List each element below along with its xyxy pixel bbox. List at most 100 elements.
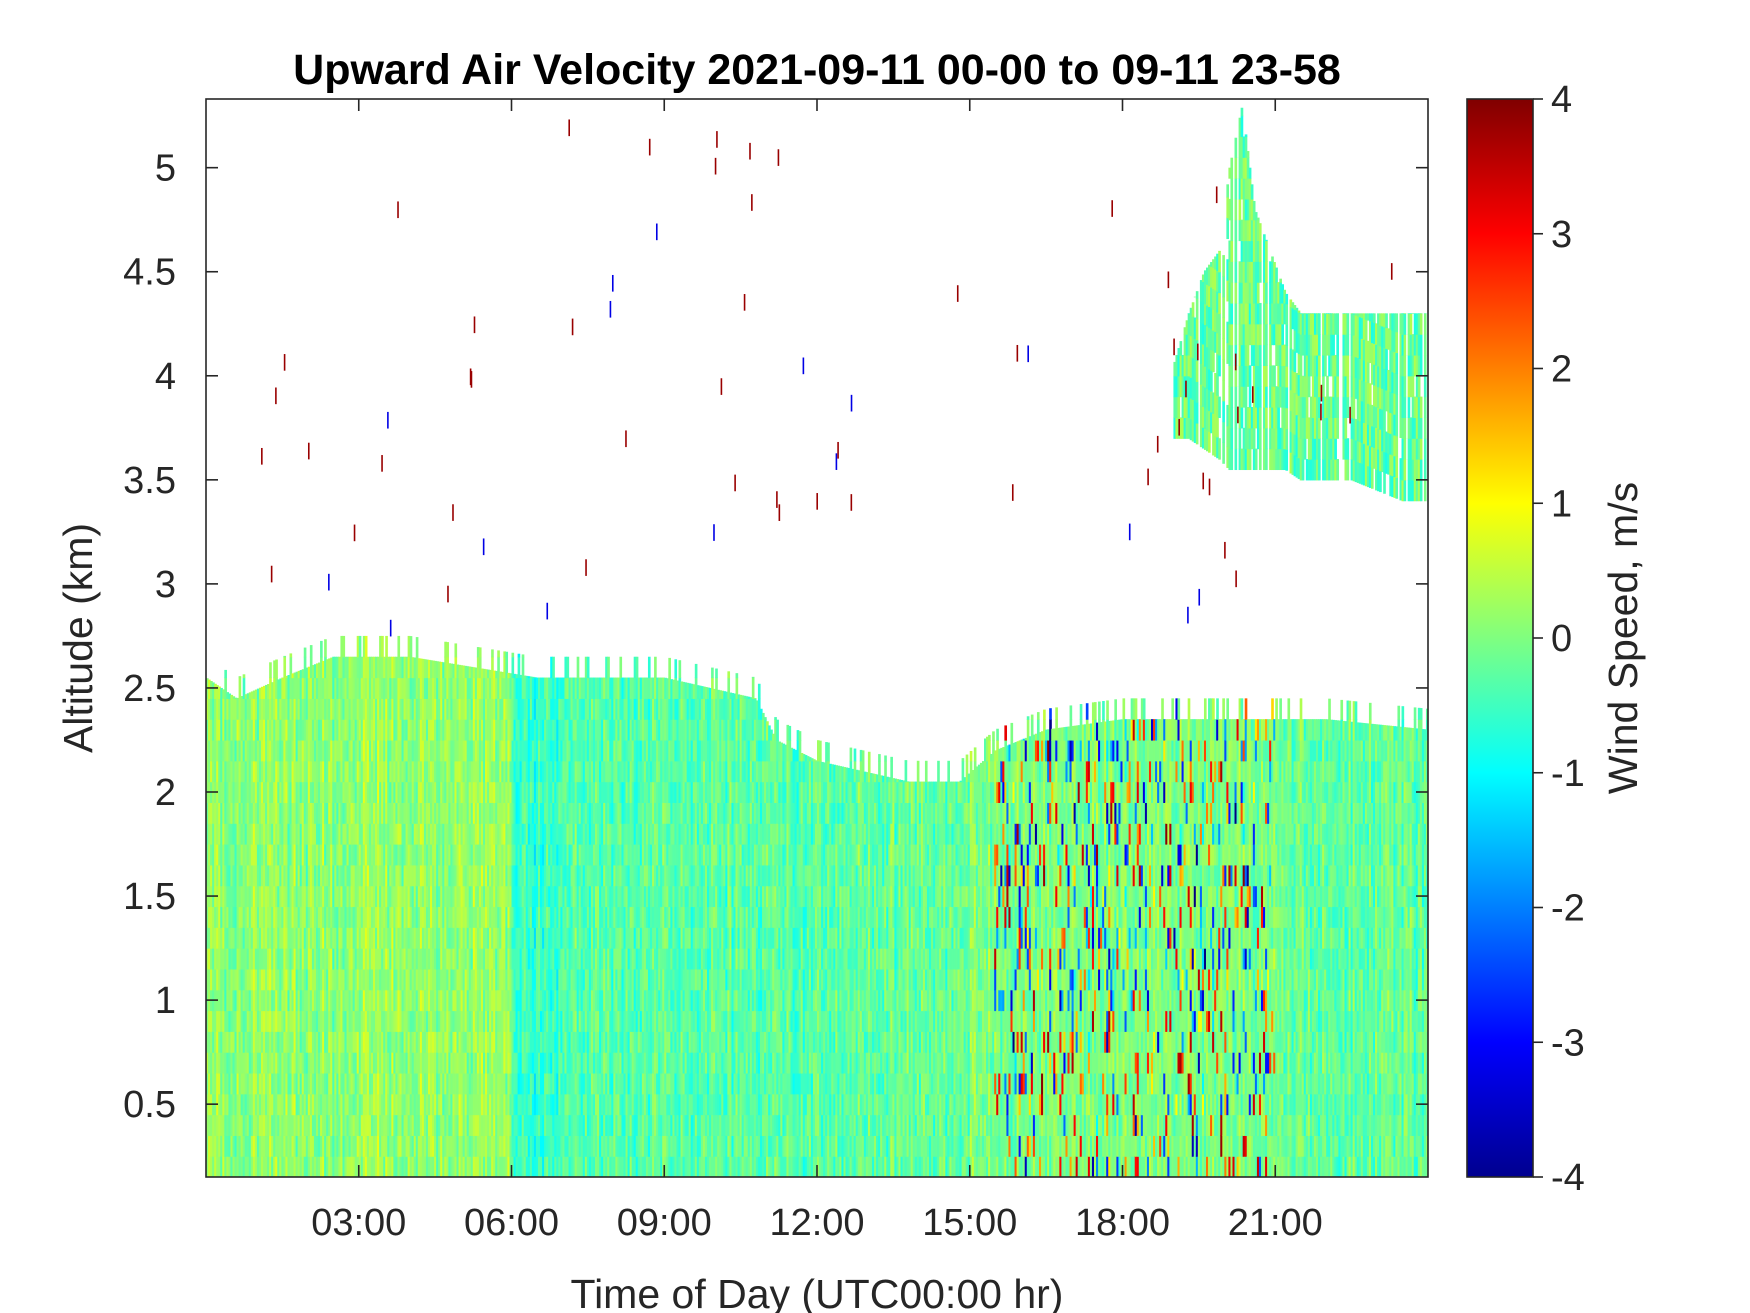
heatmap-cell bbox=[368, 739, 372, 762]
heatmap-cell bbox=[346, 739, 350, 762]
heatmap-cell bbox=[265, 1093, 268, 1116]
heatmap-cell bbox=[206, 719, 209, 741]
heatmap-cell bbox=[375, 760, 378, 783]
heatmap-cell bbox=[562, 760, 566, 783]
heatmap-cell bbox=[529, 677, 533, 699]
heatmap-cell bbox=[430, 719, 433, 741]
heatmap-cell bbox=[326, 885, 329, 908]
heatmap-cell bbox=[503, 1093, 506, 1116]
heatmap-cell bbox=[330, 906, 333, 928]
heatmap-cell bbox=[423, 698, 427, 720]
heatmap-cell bbox=[208, 1135, 211, 1157]
heatmap-cell bbox=[250, 927, 254, 949]
heatmap-cell bbox=[326, 927, 329, 949]
heatmap-cell bbox=[381, 1052, 384, 1074]
heatmap-cell bbox=[322, 844, 325, 866]
heatmap-cell bbox=[478, 927, 482, 949]
heatmap-cell bbox=[535, 1052, 539, 1074]
heatmap-cell bbox=[322, 1031, 325, 1053]
heatmap-cell bbox=[493, 823, 496, 845]
heatmap-cell bbox=[334, 1031, 337, 1053]
heatmap-cell bbox=[381, 635, 384, 658]
heatmap-cell bbox=[307, 1052, 311, 1074]
heatmap-cell bbox=[438, 1093, 441, 1116]
heatmap-cell bbox=[472, 1156, 476, 1177]
heatmap-cell bbox=[590, 1156, 594, 1177]
heatmap-cell bbox=[326, 948, 329, 970]
heatmap-cell bbox=[214, 1052, 217, 1074]
heatmap-cell bbox=[370, 948, 374, 970]
heatmap-cell bbox=[450, 1135, 454, 1157]
heatmap-cell bbox=[487, 1010, 490, 1032]
heatmap-cell bbox=[595, 677, 598, 699]
heatmap-cell bbox=[419, 781, 423, 803]
heatmap-cell bbox=[497, 844, 500, 866]
heatmap-cell bbox=[307, 1114, 311, 1136]
heatmap-cell bbox=[375, 719, 378, 741]
heatmap-cell bbox=[246, 968, 250, 991]
heatmap-cell bbox=[407, 802, 411, 824]
heatmap-cell bbox=[228, 760, 232, 783]
heatmap-cell bbox=[293, 1031, 297, 1053]
heatmap-cell bbox=[271, 739, 274, 762]
heatmap-cell bbox=[592, 1135, 596, 1157]
heatmap-cell bbox=[252, 1114, 256, 1136]
heatmap-cell bbox=[326, 677, 329, 699]
heatmap-cell bbox=[444, 1010, 447, 1032]
heatmap-cell bbox=[531, 1010, 535, 1032]
heatmap-cell bbox=[548, 719, 551, 741]
heatmap-cell bbox=[564, 1135, 568, 1157]
heatmap-cell bbox=[258, 1010, 262, 1032]
heatmap-cell bbox=[566, 968, 570, 991]
heatmap-cell bbox=[588, 1135, 592, 1157]
heatmap-cell bbox=[340, 1010, 344, 1032]
heatmap-cell bbox=[381, 906, 384, 928]
heatmap-cell bbox=[273, 1072, 276, 1095]
heatmap-cell bbox=[503, 844, 506, 866]
heatmap-cell bbox=[470, 1093, 474, 1116]
heatmap-cell bbox=[283, 1156, 287, 1177]
heatmap-cell bbox=[501, 671, 504, 679]
heatmap-cell bbox=[271, 1135, 274, 1157]
heatmap-cell bbox=[495, 670, 498, 679]
heatmap-cell bbox=[531, 1031, 535, 1053]
heatmap-cell bbox=[277, 781, 280, 803]
heatmap-cell bbox=[267, 1135, 270, 1157]
heatmap-cell bbox=[430, 989, 433, 1012]
heatmap-cell bbox=[560, 1135, 564, 1157]
heatmap-cell bbox=[452, 885, 456, 908]
heatmap-cell bbox=[570, 1031, 574, 1053]
heatmap-cell bbox=[311, 1031, 315, 1053]
heatmap-cell bbox=[275, 698, 278, 720]
heatmap-cell bbox=[391, 864, 394, 887]
heatmap-cell bbox=[342, 989, 346, 1012]
heatmap-cell bbox=[476, 968, 480, 991]
heatmap-cell bbox=[315, 698, 319, 720]
heatmap-cell bbox=[226, 698, 230, 720]
heatmap-cell bbox=[417, 885, 421, 908]
heatmap-cell bbox=[230, 927, 234, 949]
heatmap-cell bbox=[358, 635, 362, 658]
heatmap-cell bbox=[519, 1156, 523, 1177]
heatmap-cell bbox=[464, 968, 468, 991]
heatmap-cell bbox=[509, 864, 513, 887]
heatmap-cell bbox=[503, 802, 506, 824]
heatmap-cell bbox=[332, 1010, 335, 1032]
heatmap-cell bbox=[318, 698, 321, 720]
heatmap-cell bbox=[287, 968, 291, 991]
heatmap-cell bbox=[338, 885, 342, 908]
heatmap-cell bbox=[462, 1010, 466, 1032]
heatmap-cell bbox=[542, 1010, 545, 1032]
heatmap-cell bbox=[397, 885, 401, 908]
heatmap-cell bbox=[430, 739, 433, 762]
heatmap-cell bbox=[387, 1010, 390, 1032]
heatmap-cell bbox=[403, 1114, 407, 1136]
heatmap-cell bbox=[397, 635, 401, 658]
heatmap-cell bbox=[505, 719, 509, 741]
heatmap-cell bbox=[552, 1093, 555, 1116]
heatmap-cell bbox=[440, 844, 443, 866]
heatmap-cell bbox=[362, 1031, 366, 1053]
heatmap-cell bbox=[285, 844, 289, 866]
heatmap-cell bbox=[360, 968, 364, 991]
heatmap-cell bbox=[595, 1052, 598, 1074]
